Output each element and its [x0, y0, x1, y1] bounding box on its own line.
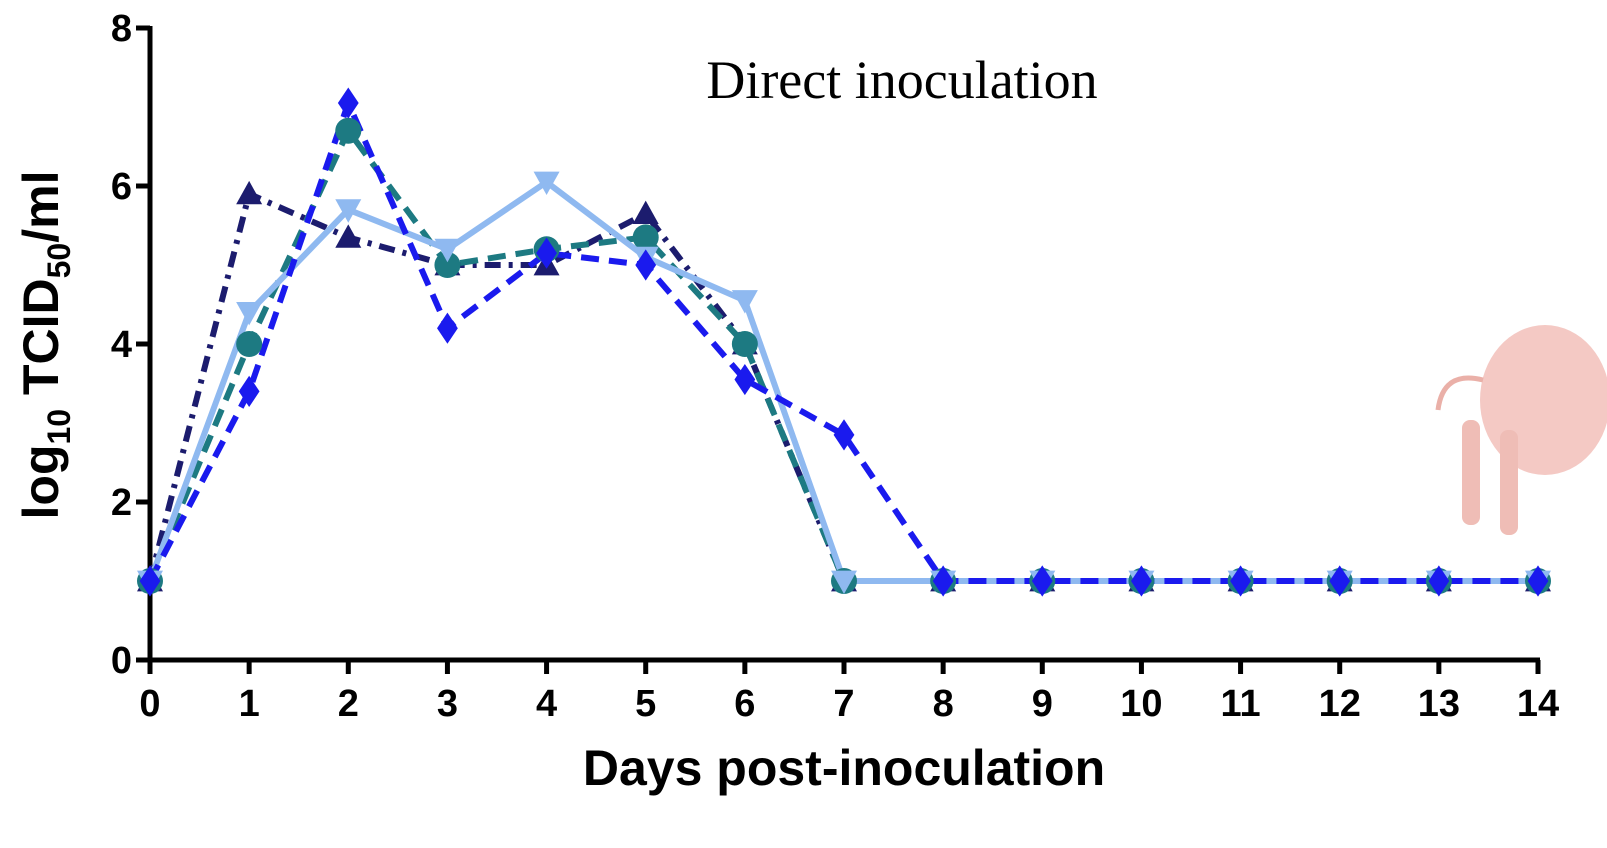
marker [932, 565, 954, 597]
marker [1230, 565, 1251, 597]
x-tick-label: 0 [139, 683, 160, 725]
x-tick-label: 10 [1120, 683, 1162, 725]
series-line [147, 189, 1538, 584]
marker [335, 117, 362, 144]
pig-illustration [1435, 325, 1607, 535]
marker [1031, 565, 1053, 597]
marker [536, 237, 557, 269]
marker [434, 238, 461, 263]
x-tick-label: 3 [437, 683, 458, 725]
series-line [147, 94, 1538, 584]
marker [238, 375, 260, 407]
marker [831, 570, 857, 594]
y-label-sub: 50 [41, 243, 77, 279]
x-tick-label: 7 [833, 683, 854, 725]
marker [1527, 565, 1549, 597]
x-tick-label: 12 [1319, 683, 1361, 725]
marker [731, 290, 758, 314]
marker [236, 302, 263, 326]
marker [632, 200, 659, 225]
marker [1131, 565, 1152, 597]
marker [632, 224, 659, 251]
marker [731, 331, 758, 357]
series-line [147, 124, 1538, 584]
marker [434, 252, 461, 278]
y-label-part: /ml [13, 171, 69, 243]
marker [337, 87, 359, 119]
marker [335, 199, 362, 223]
y-label-part: log [13, 445, 69, 520]
x-tick-label: 6 [734, 683, 755, 725]
marker [533, 171, 560, 196]
y-axis-label: log10 TCID50/ml [13, 171, 77, 520]
marker [1329, 565, 1351, 597]
y-tick-label: 2 [111, 482, 132, 524]
y-tick-label: 6 [111, 166, 132, 208]
x-axis-label: Days post-inoculation [583, 740, 1105, 796]
y-label-sub: 10 [41, 409, 77, 445]
marker [236, 331, 263, 357]
marker [833, 419, 855, 451]
x-tick-label: 5 [635, 683, 656, 725]
y-tick-label: 0 [111, 640, 132, 682]
marker [734, 363, 756, 396]
chart-title: Direct inoculation [706, 50, 1097, 110]
y-label-part: TCID [13, 278, 69, 409]
marker [1428, 565, 1450, 597]
x-tick-label: 8 [933, 683, 954, 725]
x-tick-label: 1 [239, 683, 260, 725]
marker [139, 565, 161, 597]
x-tick-label: 9 [1032, 683, 1053, 725]
x-tick-label: 13 [1418, 683, 1460, 725]
marker [635, 249, 657, 281]
y-tick-label: 8 [111, 8, 132, 50]
marker [236, 180, 263, 205]
x-tick-label: 2 [338, 683, 359, 725]
x-tick-label: 14 [1517, 683, 1559, 725]
y-tick-label: 4 [111, 324, 132, 366]
marker [335, 224, 362, 248]
marker [437, 312, 458, 344]
x-tick-label: 4 [536, 683, 557, 725]
x-tick-label: 11 [1220, 683, 1260, 725]
